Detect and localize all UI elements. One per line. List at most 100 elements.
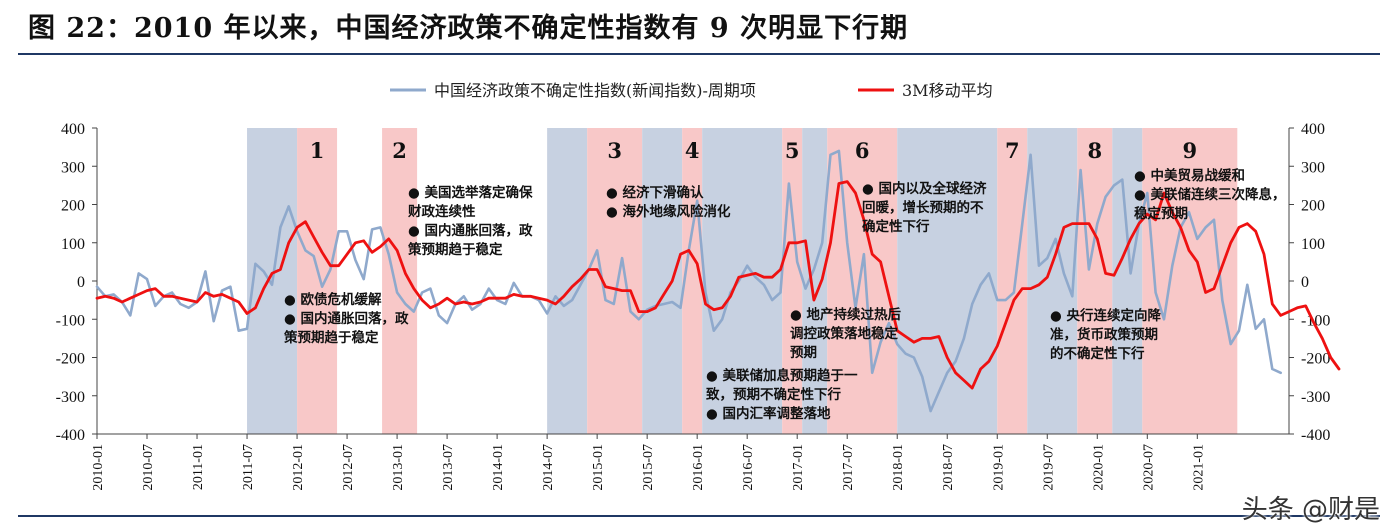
y-tick-label-right: 300 bbox=[1301, 159, 1325, 176]
x-tick-label: 2014-07 bbox=[541, 444, 556, 491]
y-tick-label-left: -100 bbox=[56, 312, 85, 329]
band-blue-15 bbox=[1112, 128, 1143, 434]
period-label-4: 4 bbox=[685, 138, 700, 163]
x-tick-label: 2015-01 bbox=[591, 444, 606, 491]
watermark: 头条 @财是 bbox=[1241, 495, 1380, 525]
band-blue-9 bbox=[802, 128, 828, 434]
period-label-1: 1 bbox=[310, 138, 325, 163]
bottom-rule bbox=[18, 515, 1380, 517]
annotation-line: ● 海外地缘风险消化 bbox=[606, 203, 731, 220]
period-label-3: 3 bbox=[607, 138, 622, 163]
x-tick-label: 2016-01 bbox=[691, 444, 706, 491]
y-tick-label-right: -300 bbox=[1301, 389, 1330, 406]
annotation-line: 策预期趋于稳定 bbox=[284, 329, 379, 346]
x-tick-label: 2020-01 bbox=[1091, 444, 1106, 491]
x-tick-label: 2012-01 bbox=[291, 444, 306, 491]
y-tick-label-left: 0 bbox=[77, 274, 85, 291]
annotation-8: ● 中美贸易战缓和 ● 美联储连续三次降息， 稳定预期 bbox=[1134, 167, 1285, 222]
x-tick-label: 2010-07 bbox=[141, 444, 156, 491]
band-blue-13 bbox=[1027, 128, 1078, 434]
y-tick-label-right: 200 bbox=[1301, 198, 1325, 215]
x-tick-label: 2017-01 bbox=[791, 444, 806, 491]
period-label-9: 9 bbox=[1182, 138, 1197, 163]
y-tick-label-left: 100 bbox=[61, 236, 85, 253]
annotation-line: ● 经济下滑确认 bbox=[606, 184, 704, 201]
annotation-line: 回暖，增长预期的不 bbox=[862, 199, 984, 216]
x-tick-label: 2012-07 bbox=[341, 444, 356, 491]
annotation-line: ● 央行连续定向降 bbox=[1050, 307, 1161, 324]
y-tick-label-right: 0 bbox=[1301, 274, 1309, 291]
annotation-line: ● 中美贸易战缓和 bbox=[1134, 167, 1245, 184]
period-label-5: 5 bbox=[785, 138, 800, 163]
band-pink-4 bbox=[587, 128, 643, 434]
figure-title: 图 22：2010 年以来，中国经济政策不确定性指数有 9 次明显下行期 bbox=[28, 13, 909, 44]
annotation-line: 策预期趋于稳定 bbox=[408, 241, 503, 258]
moving-average-line bbox=[95, 180, 1341, 390]
annotation-line: ● 国内汇率调整落地 bbox=[706, 405, 831, 422]
period-label-6: 6 bbox=[855, 138, 870, 163]
annotation-line: ● 国内通胀回落，政 bbox=[284, 310, 409, 327]
period-label-7: 7 bbox=[1005, 138, 1020, 163]
y-tick-label-left: -300 bbox=[56, 389, 85, 406]
annotation-line: 财政连续性 bbox=[407, 203, 476, 220]
x-tick-label: 2018-01 bbox=[891, 444, 906, 491]
x-tick-label: 2014-01 bbox=[491, 444, 506, 491]
annotation-line: ● 欧债危机缓解 bbox=[284, 291, 382, 308]
x-tick-label: 2011-01 bbox=[191, 444, 206, 490]
annotation-line: ● 美国选举落定确保 bbox=[408, 184, 533, 201]
annotation-line: 的不确定性下行 bbox=[1050, 345, 1145, 362]
x-tick-label: 2013-07 bbox=[441, 444, 456, 491]
x-tick-label: 2015-07 bbox=[641, 444, 656, 491]
period-label-8: 8 bbox=[1087, 138, 1102, 163]
x-tick-label: 2013-01 bbox=[391, 444, 406, 491]
x-tick-label: 2019-01 bbox=[991, 444, 1006, 491]
y-tick-label-right: 400 bbox=[1301, 121, 1325, 138]
top-rule bbox=[18, 53, 1380, 55]
period-labels: 1 2 3 4 5 6 7 8 9 bbox=[310, 138, 1197, 163]
band-blue-5 bbox=[642, 128, 683, 434]
annotation-line: 预期 bbox=[790, 345, 817, 361]
period-label-2: 2 bbox=[392, 138, 407, 163]
y-tick-label-left: 400 bbox=[61, 121, 85, 138]
x-tick-label: 2018-07 bbox=[941, 444, 956, 491]
y-tick-label-left: 300 bbox=[61, 159, 85, 176]
y-tick-label-left: 200 bbox=[61, 198, 85, 215]
band-pink-14 bbox=[1077, 128, 1113, 434]
annotation-line: 稳定预期 bbox=[1134, 205, 1188, 222]
annotation-line: ● 美联储加息预期趋于一 bbox=[706, 367, 858, 384]
annotation-line: ● 美联储连续三次降息， bbox=[1134, 186, 1285, 203]
annotation-line: ● 国内以及全球经济 bbox=[862, 180, 987, 197]
band-blue-7 bbox=[702, 128, 783, 434]
annotation-3: ● 经济下滑确认 ● 海外地缘风险消化 bbox=[606, 184, 731, 220]
x-tick-label: 2019-07 bbox=[1041, 444, 1056, 491]
annotation-line: 致，预期不确定性下行 bbox=[706, 386, 841, 403]
x-tick-label: 2016-07 bbox=[741, 444, 756, 491]
x-tick-label: 2010-01 bbox=[91, 444, 106, 491]
legend-label-index: 中国经济政策不确定性指数(新闻指数)-周期项 bbox=[434, 81, 756, 100]
y-tick-label-left: -400 bbox=[56, 427, 85, 444]
annotation-line: 调控政策落地稳定 bbox=[790, 325, 898, 342]
band-pink-2 bbox=[382, 128, 418, 434]
band-blue-11 bbox=[897, 128, 998, 434]
x-tick-label: 2017-07 bbox=[841, 444, 856, 491]
y-tick-label-left: -200 bbox=[56, 351, 85, 368]
series bbox=[95, 149, 1341, 413]
x-tick-label: 2020-07 bbox=[1141, 444, 1156, 491]
x-tick-label: 2021-01 bbox=[1191, 444, 1206, 491]
legend-label-ma: 3M移动平均 bbox=[902, 81, 993, 100]
annotation-line: ● 地产持续过热后 bbox=[790, 306, 901, 323]
y-tick-label-right: -100 bbox=[1301, 312, 1330, 329]
annotation-line: 准，货币政策预期 bbox=[1050, 326, 1158, 343]
axes: -400 -400 -300 -300 -200 -200 -100 -100 0 0 100 100… bbox=[56, 121, 1331, 491]
annotation-line: ● 国内通胀回落，政 bbox=[408, 222, 533, 239]
band-pink-12 bbox=[997, 128, 1028, 434]
x-tick-label: 2011-07 bbox=[241, 444, 256, 490]
y-tick-label-right: -200 bbox=[1301, 351, 1330, 368]
